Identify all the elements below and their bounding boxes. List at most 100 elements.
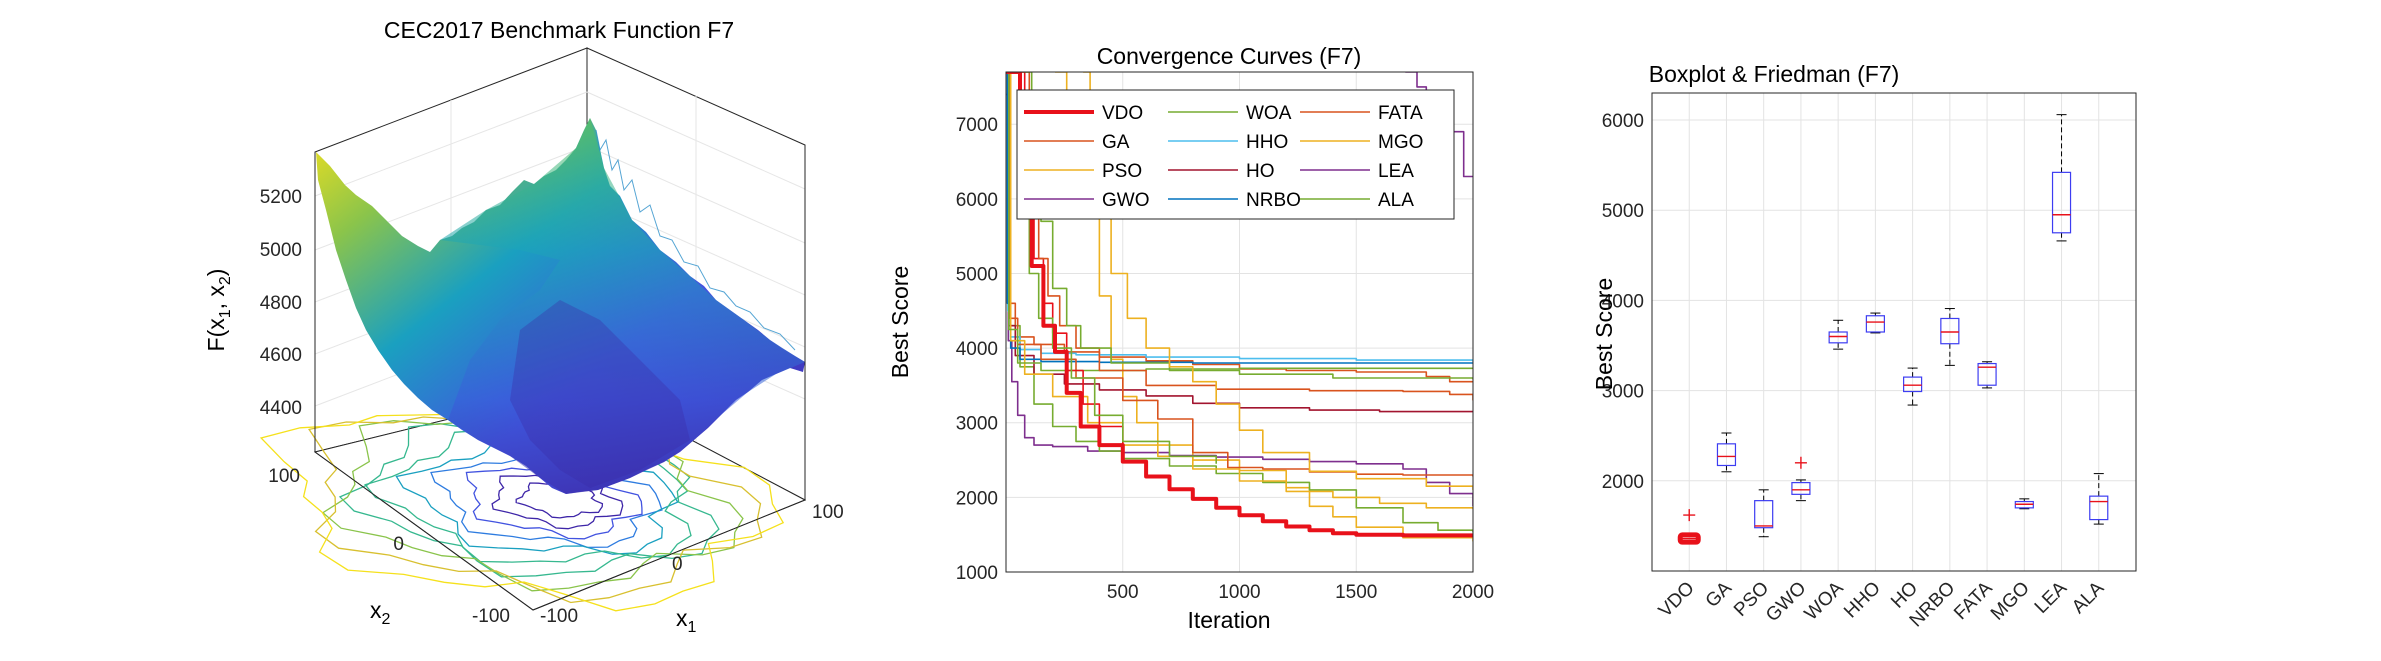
box-body [1716, 443, 1737, 467]
y-tick-label: 5000 [1602, 201, 1644, 222]
boxplot-panel: Boxplot & Friedman (F7) 2000 3000 4000 5000… [1591, 61, 2137, 631]
box-hho [1865, 312, 1885, 334]
box-mgo [2014, 498, 2034, 510]
x-tick-label: 1500 [1335, 582, 1377, 603]
box-nrbo [1940, 308, 1960, 366]
x2-axis-label: x2 [370, 597, 391, 628]
box-body [1903, 376, 1923, 393]
y-tick-label: 6000 [956, 190, 998, 211]
legend-label: LEA [1378, 161, 1414, 182]
box-body [2051, 171, 2072, 234]
surface-jagged-edge [595, 129, 796, 351]
convergence-y-ticks: 1000 2000 3000 4000 5000 6000 7000 [956, 115, 998, 584]
box-pso [1754, 489, 1774, 538]
x2-tick-labels: 100 0 -100 [268, 466, 510, 627]
convergence-x-ticks: 500 1000 1500 2000 [1107, 582, 1494, 603]
convergence-title: Convergence Curves (F7) [1097, 43, 1362, 69]
series-line-ga-early [1020, 72, 1473, 401]
legend-label: PSO [1102, 161, 1142, 182]
x2-tick-label: -100 [472, 606, 510, 627]
boxplot-marks [1677, 114, 2109, 545]
surface-title: CEC2017 Benchmark Function F7 [384, 17, 734, 43]
category-label: ALA [2068, 577, 2108, 617]
box-fata [1977, 361, 1997, 389]
category-label: MGO [1987, 578, 2034, 625]
y-tick-label: 3000 [956, 414, 998, 435]
legend-label: VDO [1102, 103, 1143, 124]
surface-mesh [316, 118, 805, 494]
legend-label: NRBO [1246, 190, 1301, 211]
box-gwo [1791, 456, 1811, 502]
z-tick-label: 5200 [260, 187, 302, 208]
x2-tick-label: 100 [268, 466, 300, 487]
convergence-y-label: Best Score [887, 266, 913, 379]
y-tick-label: 6000 [1602, 111, 1644, 132]
category-label: VDO [1655, 578, 1699, 622]
y-tick-label: 4000 [1602, 291, 1644, 312]
category-label: HHO [1840, 578, 1885, 623]
z-tick-label: 4800 [260, 293, 302, 314]
x-tick-label: 2000 [1452, 582, 1494, 603]
x1-tick-labels: -100 0 100 [540, 502, 844, 627]
box-body [1754, 500, 1774, 529]
surface-ridge-shade [440, 118, 805, 494]
x1-tick-label: 0 [672, 554, 683, 575]
convergence-panel: Convergence Curves (F7) 1000 2000 3000 4000… [887, 43, 1494, 633]
y-tick-label: 5000 [956, 264, 998, 285]
box-body [2089, 495, 2109, 521]
convergence-legend: VDO GA PSO GWO WOA HHO HO NRBO FATA MGO LEA ALA [1016, 89, 1455, 220]
legend-label: WOA [1246, 103, 1292, 124]
box-body [1791, 482, 1811, 495]
box-body [1865, 315, 1885, 333]
x-tick-label: 500 [1107, 582, 1139, 603]
y-tick-label: 7000 [956, 115, 998, 136]
boxplot-y-ticks: 2000 3000 4000 5000 6000 [1602, 111, 1644, 493]
boxplot-plot-area [1652, 93, 2136, 571]
x1-axis-label: x1 [676, 605, 697, 636]
legend-label: GA [1102, 132, 1130, 153]
surface-panel: CEC2017 Benchmark Function F7 [203, 17, 844, 636]
z-tick-label: 4600 [260, 345, 302, 366]
box-vdo [1677, 509, 1701, 545]
box-ala [2089, 473, 2109, 525]
category-label: GWO [1762, 578, 1810, 626]
convergence-frame [1005, 71, 1474, 573]
convergence-x-label: Iteration [1187, 607, 1270, 633]
y-tick-label: 2000 [956, 488, 998, 509]
box-body [1977, 362, 1997, 386]
x-tick-label: 1000 [1218, 582, 1260, 603]
x1-tick-label: -100 [540, 606, 578, 627]
x2-tick-label: 0 [393, 534, 404, 555]
legend-label: ALA [1378, 190, 1414, 211]
z-tick-label: 4400 [260, 398, 302, 419]
outlier-marker [1683, 509, 1696, 522]
outlier-marker [1794, 456, 1807, 469]
legend-label: HHO [1246, 132, 1288, 153]
legend-label: MGO [1378, 132, 1423, 153]
boxplot-frame [1651, 92, 2137, 572]
y-tick-label: 4000 [956, 339, 998, 360]
category-label: FATA [1950, 577, 1997, 624]
boxplot-title: Boxplot & Friedman (F7) [1649, 61, 1900, 87]
category-label: WOA [1801, 577, 1848, 624]
box-body [1828, 331, 1848, 344]
series-line-ho [1006, 72, 1473, 413]
y-tick-label: 2000 [1602, 472, 1644, 493]
surface-valley-shade [510, 300, 690, 488]
z-axis-label: F(x1, x2) [203, 269, 234, 352]
box-lea [2051, 114, 2072, 242]
z-tick-label: 5000 [260, 240, 302, 261]
legend-label: FATA [1378, 103, 1423, 124]
boxplot-y-label: Best Score [1591, 278, 1617, 391]
box-body [1940, 317, 1960, 345]
legend-label: GWO [1102, 190, 1150, 211]
y-tick-label: 3000 [1602, 382, 1644, 403]
z-tick-labels: 5200 5000 4800 4600 4400 [260, 187, 302, 419]
category-label: LEA [2031, 577, 2071, 617]
series-line-vdo [1006, 72, 1473, 538]
box-woa [1828, 319, 1848, 350]
x1-tick-label: 100 [812, 502, 844, 523]
y-tick-label: 1000 [956, 563, 998, 584]
